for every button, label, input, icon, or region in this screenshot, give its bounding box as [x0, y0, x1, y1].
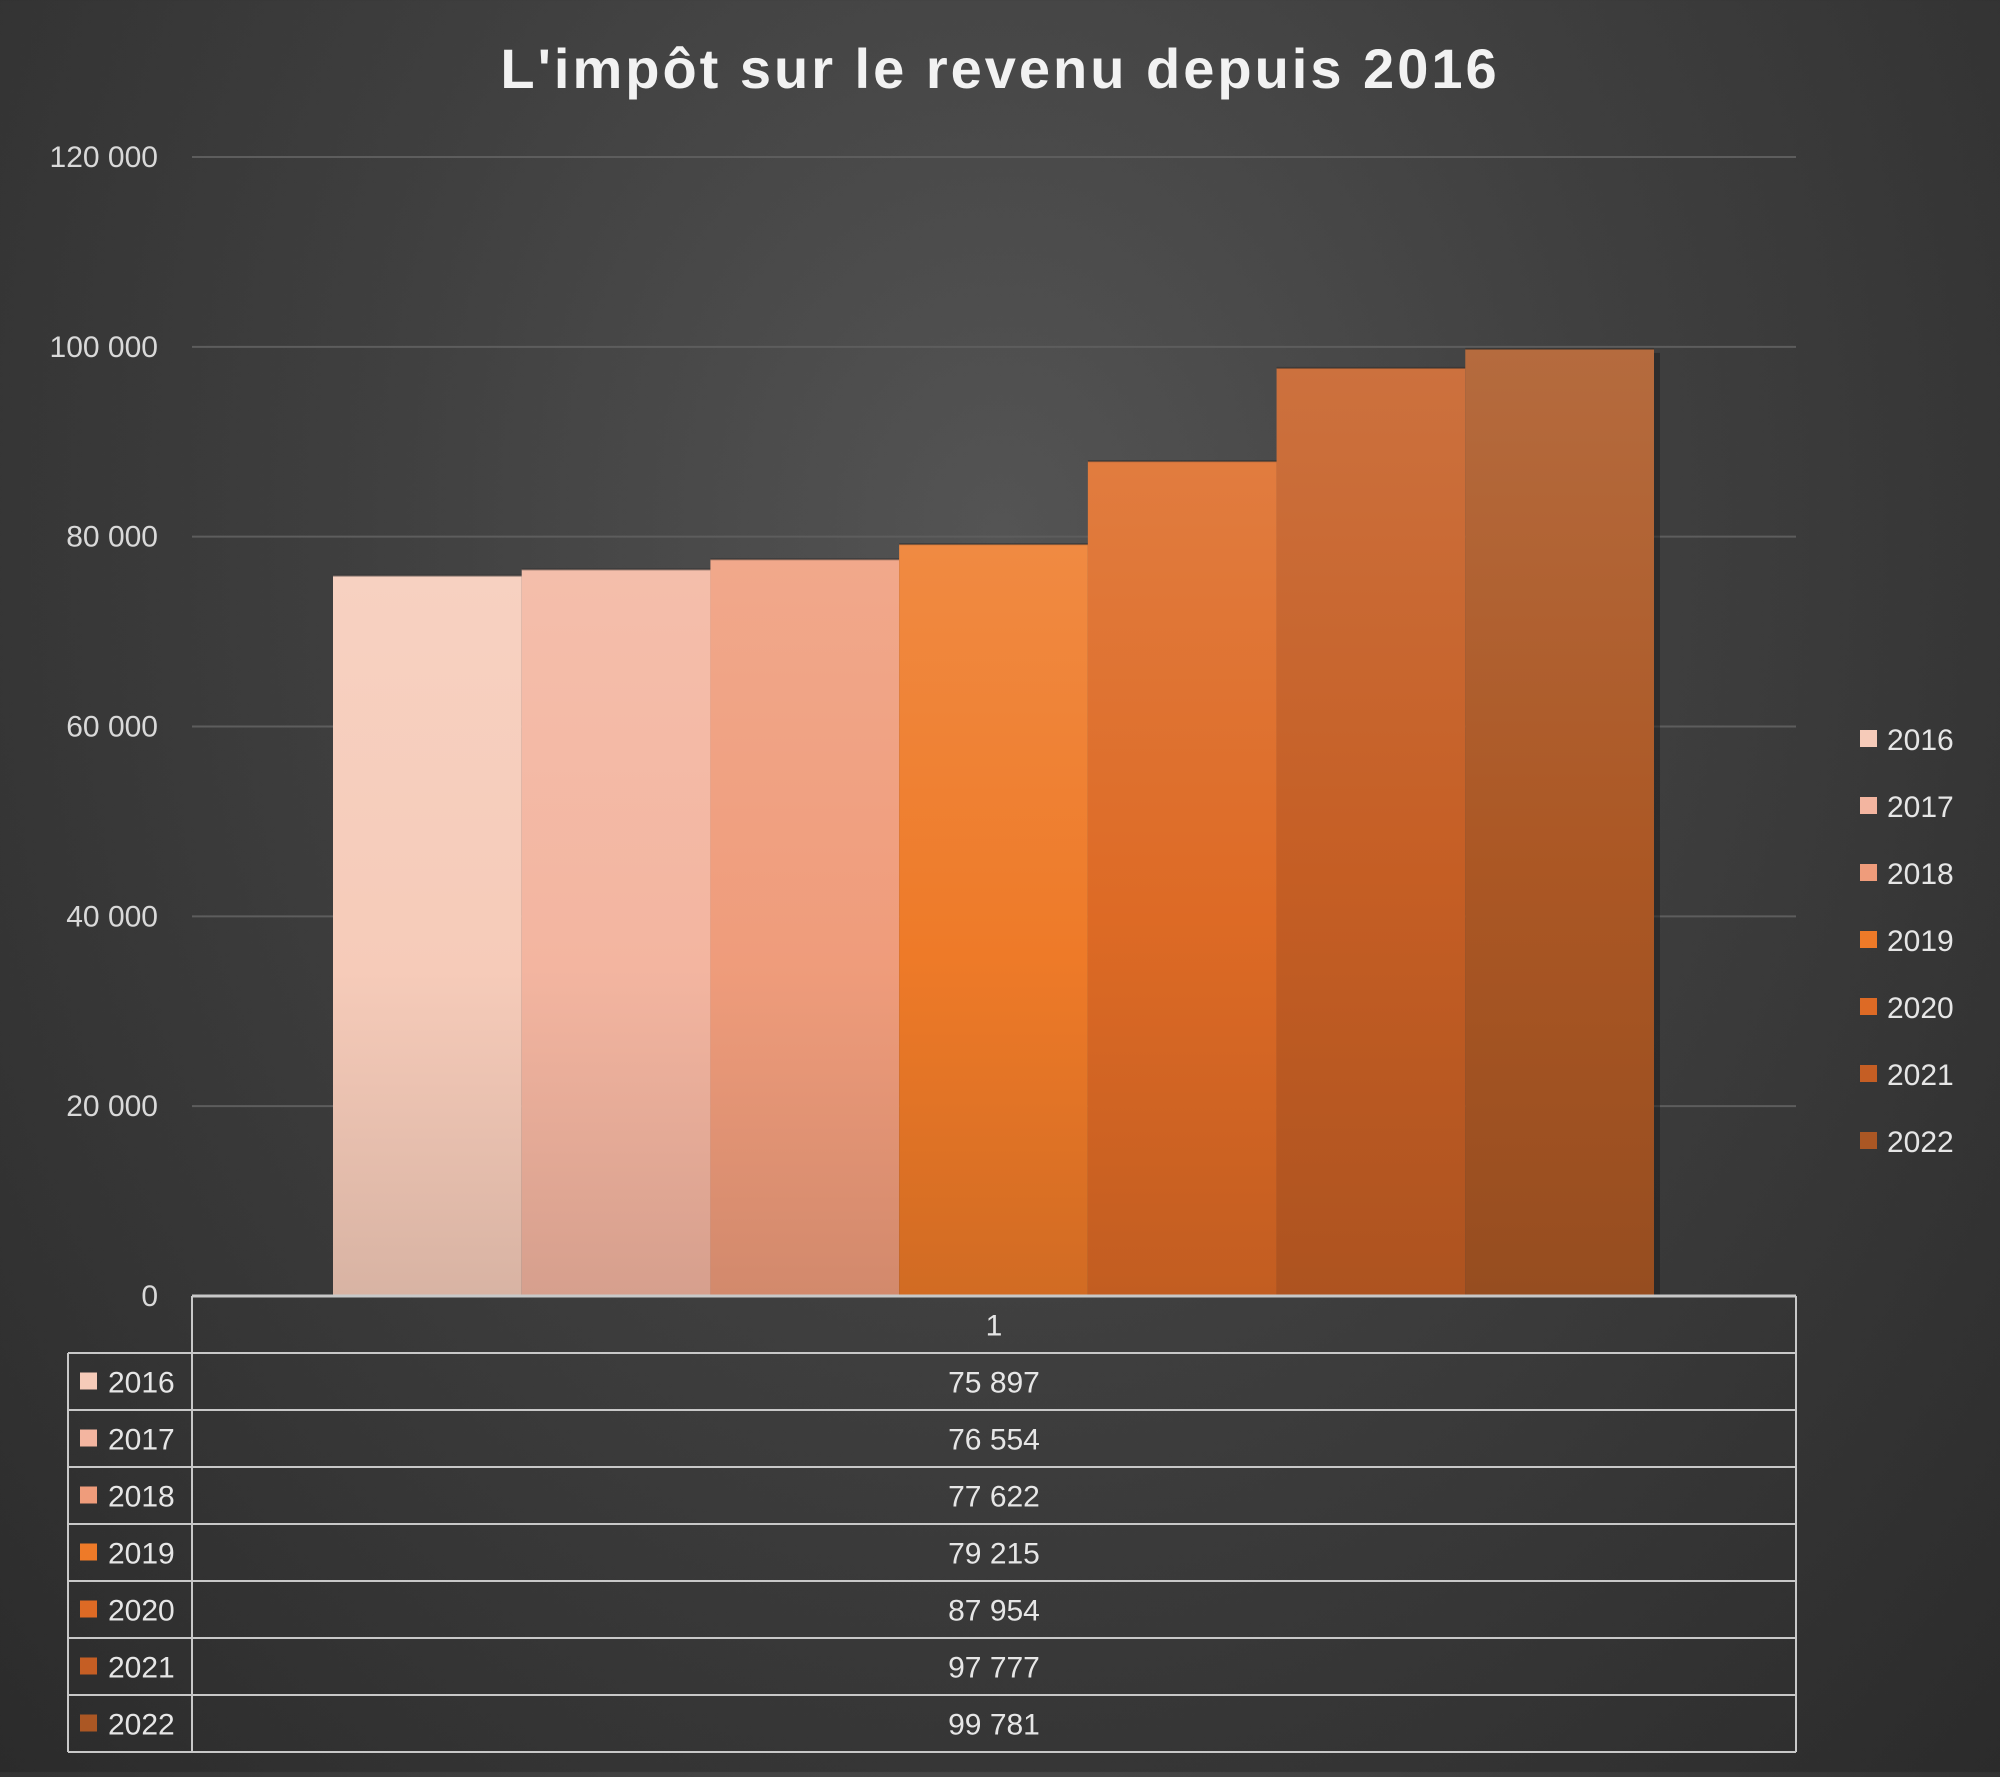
table-series-label: 2016	[108, 1367, 175, 1400]
bar-shadow	[1654, 352, 1660, 1297]
bars	[333, 347, 1660, 1297]
y-axis-tick-labels: 0 20 000 40 000 60 000 80 000 100 000 120 000	[50, 141, 158, 1313]
table-value: 76 554	[948, 1424, 1040, 1457]
table-series-label: 2018	[108, 1481, 175, 1514]
y-tick-label: 80 000	[66, 521, 158, 554]
bar-2021	[1276, 367, 1466, 1296]
bar-2018	[710, 559, 900, 1296]
table-series-label: 2022	[108, 1709, 175, 1742]
y-tick-label: 120 000	[50, 141, 158, 174]
legend-swatch-2021	[1860, 1065, 1877, 1082]
bar-2017	[521, 569, 711, 1296]
legend-swatch-2017	[1860, 797, 1877, 814]
y-tick-label: 40 000	[66, 900, 158, 933]
bar-2020	[1087, 461, 1277, 1297]
table-series-label: 2017	[108, 1424, 175, 1457]
table-swatch-2019	[80, 1543, 97, 1561]
table-series-label: 2019	[108, 1538, 175, 1571]
table-value: 99 781	[948, 1709, 1040, 1742]
legend-label-2018: 2018	[1887, 858, 1954, 891]
bar-2019	[899, 544, 1088, 1296]
table-value: 79 215	[948, 1538, 1040, 1571]
legend-label-2019: 2019	[1887, 925, 1954, 958]
table-series-label: 2020	[108, 1595, 175, 1628]
y-tick-label: 100 000	[50, 331, 158, 364]
bar-2016	[333, 575, 522, 1296]
legend-label-2016: 2016	[1887, 724, 1954, 757]
y-tick-label: 20 000	[66, 1090, 158, 1123]
table-value: 97 777	[948, 1652, 1040, 1685]
table-value: 75 897	[948, 1367, 1040, 1400]
table-swatch-2022	[80, 1714, 97, 1732]
legend-label-2021: 2021	[1887, 1059, 1954, 1092]
legend-swatch-2018	[1860, 864, 1877, 881]
y-tick-label: 0	[141, 1280, 158, 1313]
table-value: 87 954	[948, 1595, 1040, 1628]
table-value: 77 622	[948, 1481, 1040, 1514]
legend-swatch-2019	[1860, 931, 1877, 948]
y-tick-label: 60 000	[66, 711, 158, 744]
table-swatch-2018	[80, 1486, 97, 1504]
table-swatch-2020	[80, 1600, 97, 1618]
chart-title: L'impôt sur le revenu depuis 2016	[500, 37, 1499, 100]
legend-swatch-2016	[1860, 730, 1877, 747]
bar-2022	[1465, 348, 1654, 1297]
table-swatch-2021	[80, 1657, 97, 1675]
table-swatch-2017	[80, 1429, 97, 1447]
data-table: 1 2016 75 897 2017 76 554 2018 77 622 2019 79 21…	[67, 1294, 1797, 1753]
table-category-label: 1	[986, 1310, 1003, 1343]
legend-label-2020: 2020	[1887, 992, 1954, 1025]
legend: 2016 2017 2018 2019 2020 2021 2022	[1860, 724, 1954, 1159]
legend-label-2017: 2017	[1887, 791, 1954, 824]
legend-label-2022: 2022	[1887, 1126, 1954, 1159]
table-series-label: 2021	[108, 1652, 175, 1685]
legend-swatch-2020	[1860, 998, 1877, 1015]
legend-swatch-2022	[1860, 1132, 1877, 1149]
table-swatch-2016	[80, 1372, 97, 1390]
